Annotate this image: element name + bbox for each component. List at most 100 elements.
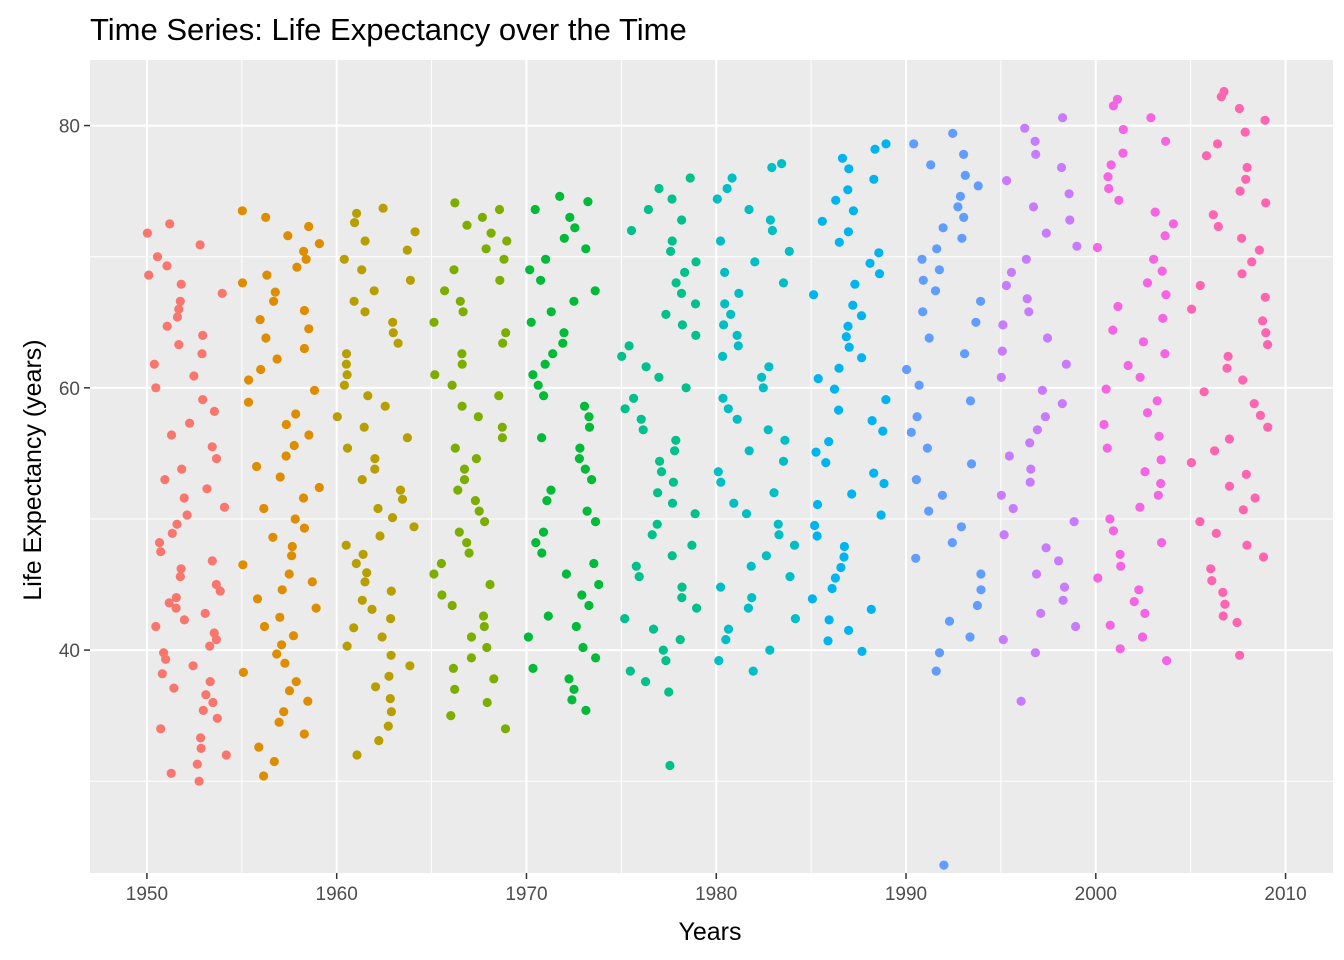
data-point-1997-42 xyxy=(1058,113,1068,123)
data-point-1972-27 xyxy=(584,422,595,432)
data-point-1957-28 xyxy=(298,493,309,503)
data-point-1992-37 xyxy=(960,170,970,180)
data-point-1972-46 xyxy=(570,223,580,233)
data-point-2007-40 xyxy=(1242,162,1252,173)
data-point-1967-12 xyxy=(437,590,447,600)
data-point-1977-41 xyxy=(680,267,690,277)
data-point-1972-45 xyxy=(559,233,569,243)
data-point-1962-36 xyxy=(339,380,349,390)
data-point-1952-62 xyxy=(195,240,205,250)
data-point-1957-6 xyxy=(303,696,313,706)
data-point-1972-29 xyxy=(579,401,590,411)
data-point-2007-10 xyxy=(1195,517,1205,527)
data-point-1992-18 xyxy=(965,396,976,406)
data-point-1987-32 xyxy=(856,311,867,321)
data-point-1962-30 xyxy=(342,443,353,453)
data-point-1982-10 xyxy=(746,561,756,571)
data-point-1992-34 xyxy=(953,202,963,212)
data-point-1987-23 xyxy=(834,405,844,415)
data-point-2002-20 xyxy=(1099,419,1109,430)
data-point-1952-53 xyxy=(162,321,172,331)
data-point-1992-21 xyxy=(960,349,970,359)
data-point-2007-2 xyxy=(1218,611,1228,621)
data-point-1957-11 xyxy=(272,649,282,659)
data-point-1992-6 xyxy=(976,585,986,595)
data-point-1952-4 xyxy=(196,743,206,754)
data-point-1972-17 xyxy=(538,527,549,537)
data-point-2007-39 xyxy=(1241,174,1251,184)
data-point-1977-22 xyxy=(656,467,667,477)
data-point-2002-15 xyxy=(1156,478,1166,489)
data-point-1967-3 xyxy=(450,684,460,695)
data-point-1997-30 xyxy=(1006,267,1017,277)
data-point-1967-50 xyxy=(494,204,505,215)
data-point-1992-8 xyxy=(911,553,921,563)
data-point-1957-40 xyxy=(256,364,266,375)
data-point-1957-54 xyxy=(314,239,324,249)
data-point-1987-36 xyxy=(874,269,885,279)
data-point-1967-13 xyxy=(485,579,495,590)
data-point-1967-46 xyxy=(502,236,512,246)
data-point-1957-25 xyxy=(299,523,309,533)
data-point-1957-26 xyxy=(290,514,300,524)
data-point-1997-11 xyxy=(1069,517,1079,527)
data-point-2002-8 xyxy=(1116,561,1126,571)
data-point-1972-3 xyxy=(564,674,574,684)
data-point-1987-8 xyxy=(836,562,846,573)
data-point-1992-1 xyxy=(931,666,941,676)
data-point-1957-1 xyxy=(269,756,279,767)
data-point-1982-9 xyxy=(785,572,795,582)
data-point-1957-13 xyxy=(288,631,299,641)
data-point-1997-4 xyxy=(1036,608,1046,619)
data-point-1957-12 xyxy=(277,640,287,650)
data-point-1957-36 xyxy=(291,409,301,419)
data-point-1997-37 xyxy=(1002,176,1012,186)
data-point-1952-2 xyxy=(192,759,202,769)
data-point-1977-25 xyxy=(671,435,681,445)
data-point-2002-21 xyxy=(1142,408,1153,418)
data-point-1962-12 xyxy=(386,614,396,624)
data-point-1992-14 xyxy=(966,459,977,469)
data-point-1977-32 xyxy=(641,362,651,372)
data-point-1977-1 xyxy=(664,687,674,697)
data-point-1967-2 xyxy=(482,697,492,708)
data-point-1972-15 xyxy=(537,548,547,558)
data-point-1992-13 xyxy=(911,475,922,485)
data-point-1987-48 xyxy=(870,144,880,154)
data-point-2007-3 xyxy=(1220,599,1230,609)
data-point-1962-47 xyxy=(357,265,367,275)
data-point-1992-22 xyxy=(924,333,934,343)
data-point-1977-27 xyxy=(636,414,646,424)
data-point-1957-35 xyxy=(281,419,291,430)
data-point-1982-14 xyxy=(773,519,783,529)
data-point-1977-44 xyxy=(667,236,677,246)
data-point-1992-12 xyxy=(937,490,948,500)
x-tick-label: 1990 xyxy=(885,884,927,905)
data-point-1962-10 xyxy=(377,632,387,642)
data-point-1967-16 xyxy=(464,548,474,558)
data-point-1952-30 xyxy=(207,556,217,566)
data-point-1957-19 xyxy=(307,577,317,587)
data-point-1957-37 xyxy=(243,397,254,407)
data-point-1967-47 xyxy=(486,228,496,238)
data-point-1962-4 xyxy=(385,694,395,704)
data-point-1977-39 xyxy=(676,288,687,298)
data-point-1987-7 xyxy=(830,573,841,583)
data-point-1982-28 xyxy=(757,372,767,382)
data-point-1987-35 xyxy=(850,279,860,289)
data-point-1997-27 xyxy=(1024,307,1034,317)
data-point-1957-29 xyxy=(314,482,324,493)
data-point-1997-13 xyxy=(996,490,1007,500)
data-point-1987-44 xyxy=(843,185,853,195)
data-point-2007-32 xyxy=(1247,257,1257,267)
data-point-1972-24 xyxy=(574,454,585,464)
data-point-1967-26 xyxy=(450,443,460,453)
data-point-1977-3 xyxy=(625,666,635,676)
data-point-1972-37 xyxy=(526,317,536,327)
data-point-1982-6 xyxy=(743,603,754,613)
data-point-1997-3 xyxy=(1071,621,1081,632)
data-point-1982-35 xyxy=(720,299,730,309)
data-point-1992-5 xyxy=(972,600,983,611)
data-point-1992-7 xyxy=(976,569,986,579)
